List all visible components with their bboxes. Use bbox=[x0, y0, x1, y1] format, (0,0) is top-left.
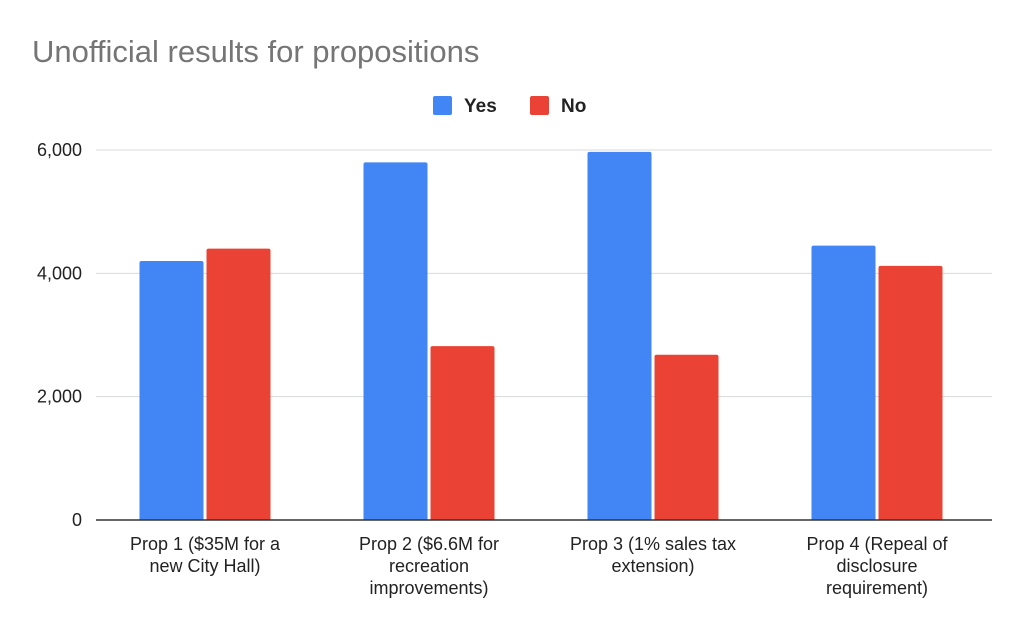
x-category-label-line: Prop 4 (Repeal of bbox=[806, 534, 948, 554]
legend-item-yes: Yes bbox=[433, 96, 497, 117]
legend: Yes No bbox=[433, 96, 586, 117]
chart-title: Unofficial results for propositions bbox=[32, 34, 479, 69]
bar-yes-3 bbox=[587, 151, 652, 520]
legend-label: Yes bbox=[464, 96, 497, 117]
x-category-label-line: disclosure bbox=[836, 556, 917, 576]
bar-yes-4 bbox=[811, 245, 876, 521]
bars bbox=[139, 151, 943, 521]
legend-swatch bbox=[433, 96, 452, 115]
x-category-label-line: Prop 1 ($35M for a bbox=[130, 534, 281, 554]
x-category-label: Prop 4 (Repeal of disclosure requirement) bbox=[806, 534, 948, 598]
y-tick-label: 6,000 bbox=[37, 140, 82, 160]
y-tick-label: 4,000 bbox=[37, 263, 82, 283]
y-tick-label: 0 bbox=[72, 510, 82, 530]
bar-no-3 bbox=[654, 354, 719, 520]
bar-no-2 bbox=[430, 346, 495, 520]
bar-yes-1 bbox=[139, 261, 204, 520]
legend-label: No bbox=[561, 96, 586, 117]
bar-no-1 bbox=[206, 248, 271, 520]
y-axis-ticks: 0 2,000 4,000 6,000 bbox=[37, 140, 82, 530]
x-category-label: Prop 1 ($35M for a new City Hall) bbox=[130, 534, 281, 576]
y-tick-label: 2,000 bbox=[37, 387, 82, 407]
legend-swatch bbox=[530, 96, 549, 115]
x-category-label-line: Prop 2 ($6.6M for bbox=[359, 534, 499, 554]
x-category-label-line: recreation bbox=[389, 556, 469, 576]
x-category-label-line: new City Hall) bbox=[149, 556, 260, 576]
x-category-label-line: Prop 3 (1% sales tax bbox=[570, 534, 736, 554]
legend-item-no: No bbox=[530, 96, 586, 117]
x-category-label: Prop 3 (1% sales tax extension) bbox=[570, 534, 736, 576]
bar-yes-2 bbox=[363, 162, 428, 521]
x-category-label-line: requirement) bbox=[826, 578, 928, 598]
x-category-label-line: improvements) bbox=[369, 578, 488, 598]
x-category-label: Prop 2 ($6.6M for recreation improvements) bbox=[359, 534, 499, 598]
bar-no-4 bbox=[878, 265, 943, 520]
x-axis-labels: Prop 1 ($35M for a new City Hall) Prop 2 (… bbox=[130, 534, 949, 598]
x-category-label-line: extension) bbox=[611, 556, 694, 576]
